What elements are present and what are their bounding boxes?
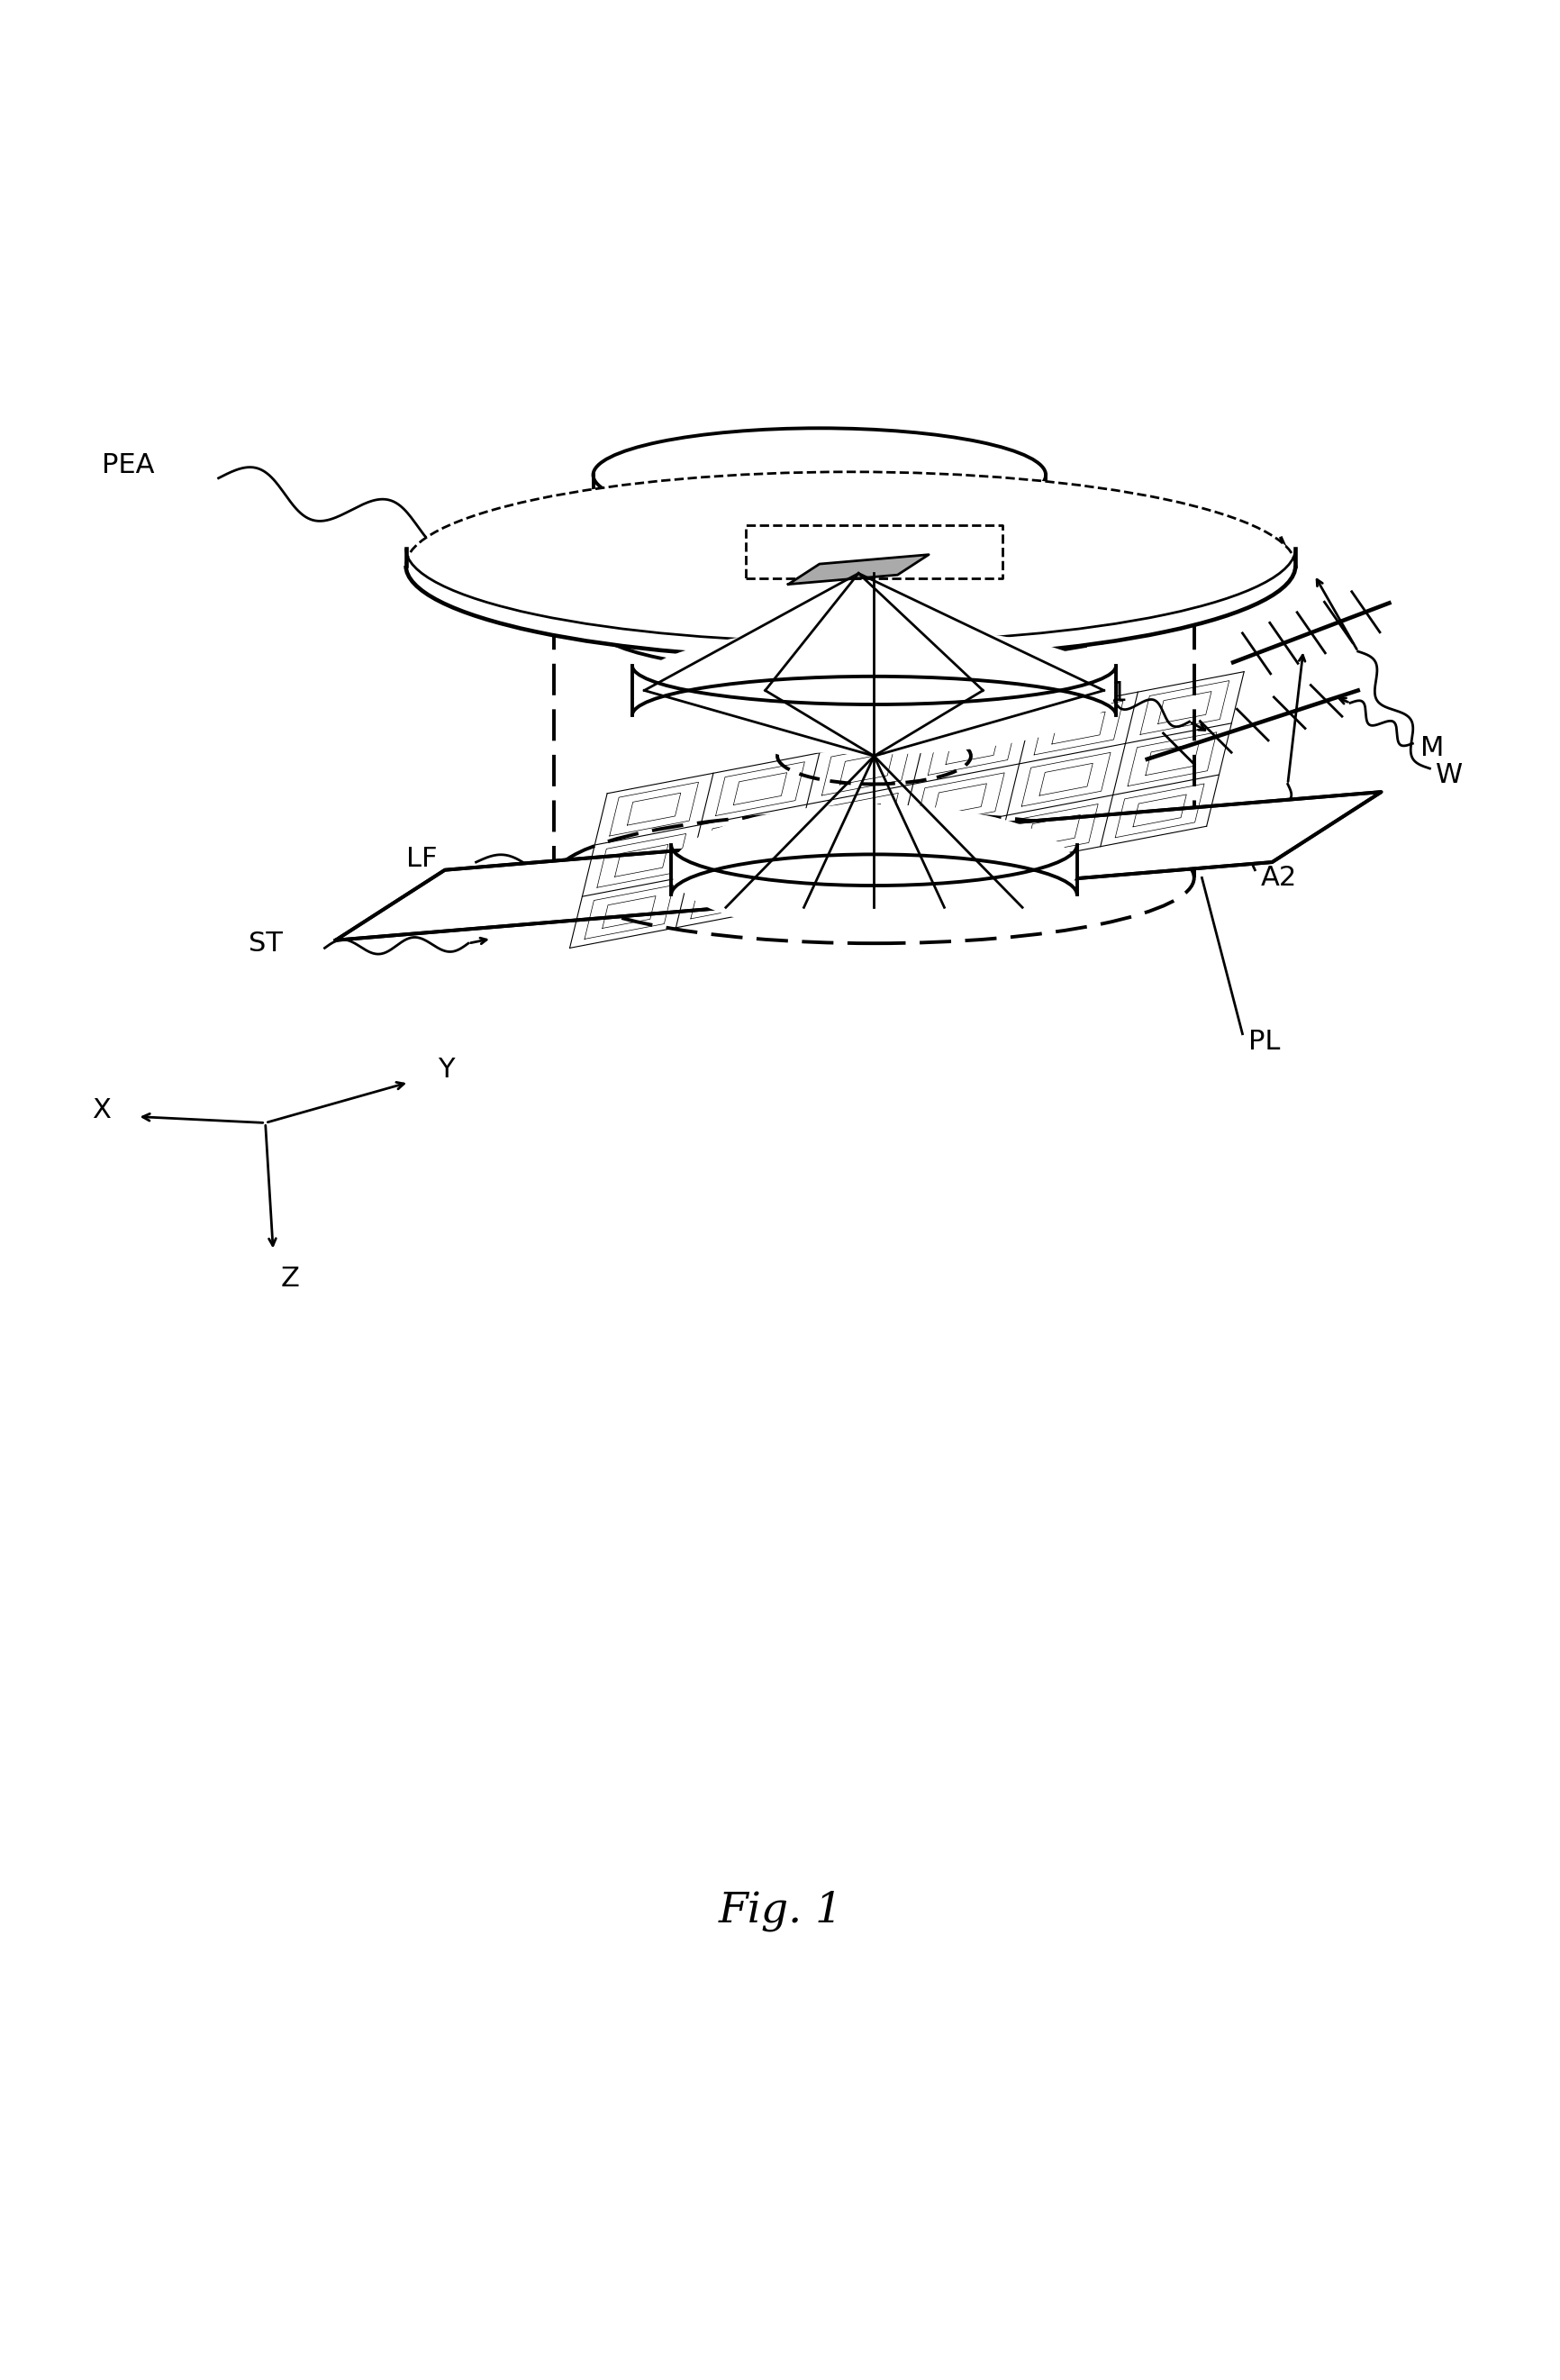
Text: X: X <box>92 1097 111 1123</box>
Text: LF: LF <box>406 845 437 871</box>
Ellipse shape <box>406 471 1295 659</box>
Text: Z: Z <box>281 1266 300 1292</box>
Text: PL: PL <box>1248 1028 1279 1054</box>
Text: 10: 10 <box>1092 593 1126 619</box>
Polygon shape <box>335 793 1381 940</box>
Polygon shape <box>788 555 928 583</box>
Ellipse shape <box>671 804 1076 935</box>
Text: A1: A1 <box>1092 681 1128 707</box>
Text: A2: A2 <box>1260 864 1296 890</box>
Ellipse shape <box>632 626 1115 754</box>
Text: Fig. 1: Fig. 1 <box>718 1890 842 1933</box>
Text: W: W <box>1435 762 1462 788</box>
Text: ST: ST <box>248 931 282 957</box>
Text: M: M <box>1420 735 1443 762</box>
Text: LF': LF' <box>941 566 973 590</box>
Text: Y: Y <box>438 1057 454 1083</box>
Text: PEA: PEA <box>101 452 154 478</box>
